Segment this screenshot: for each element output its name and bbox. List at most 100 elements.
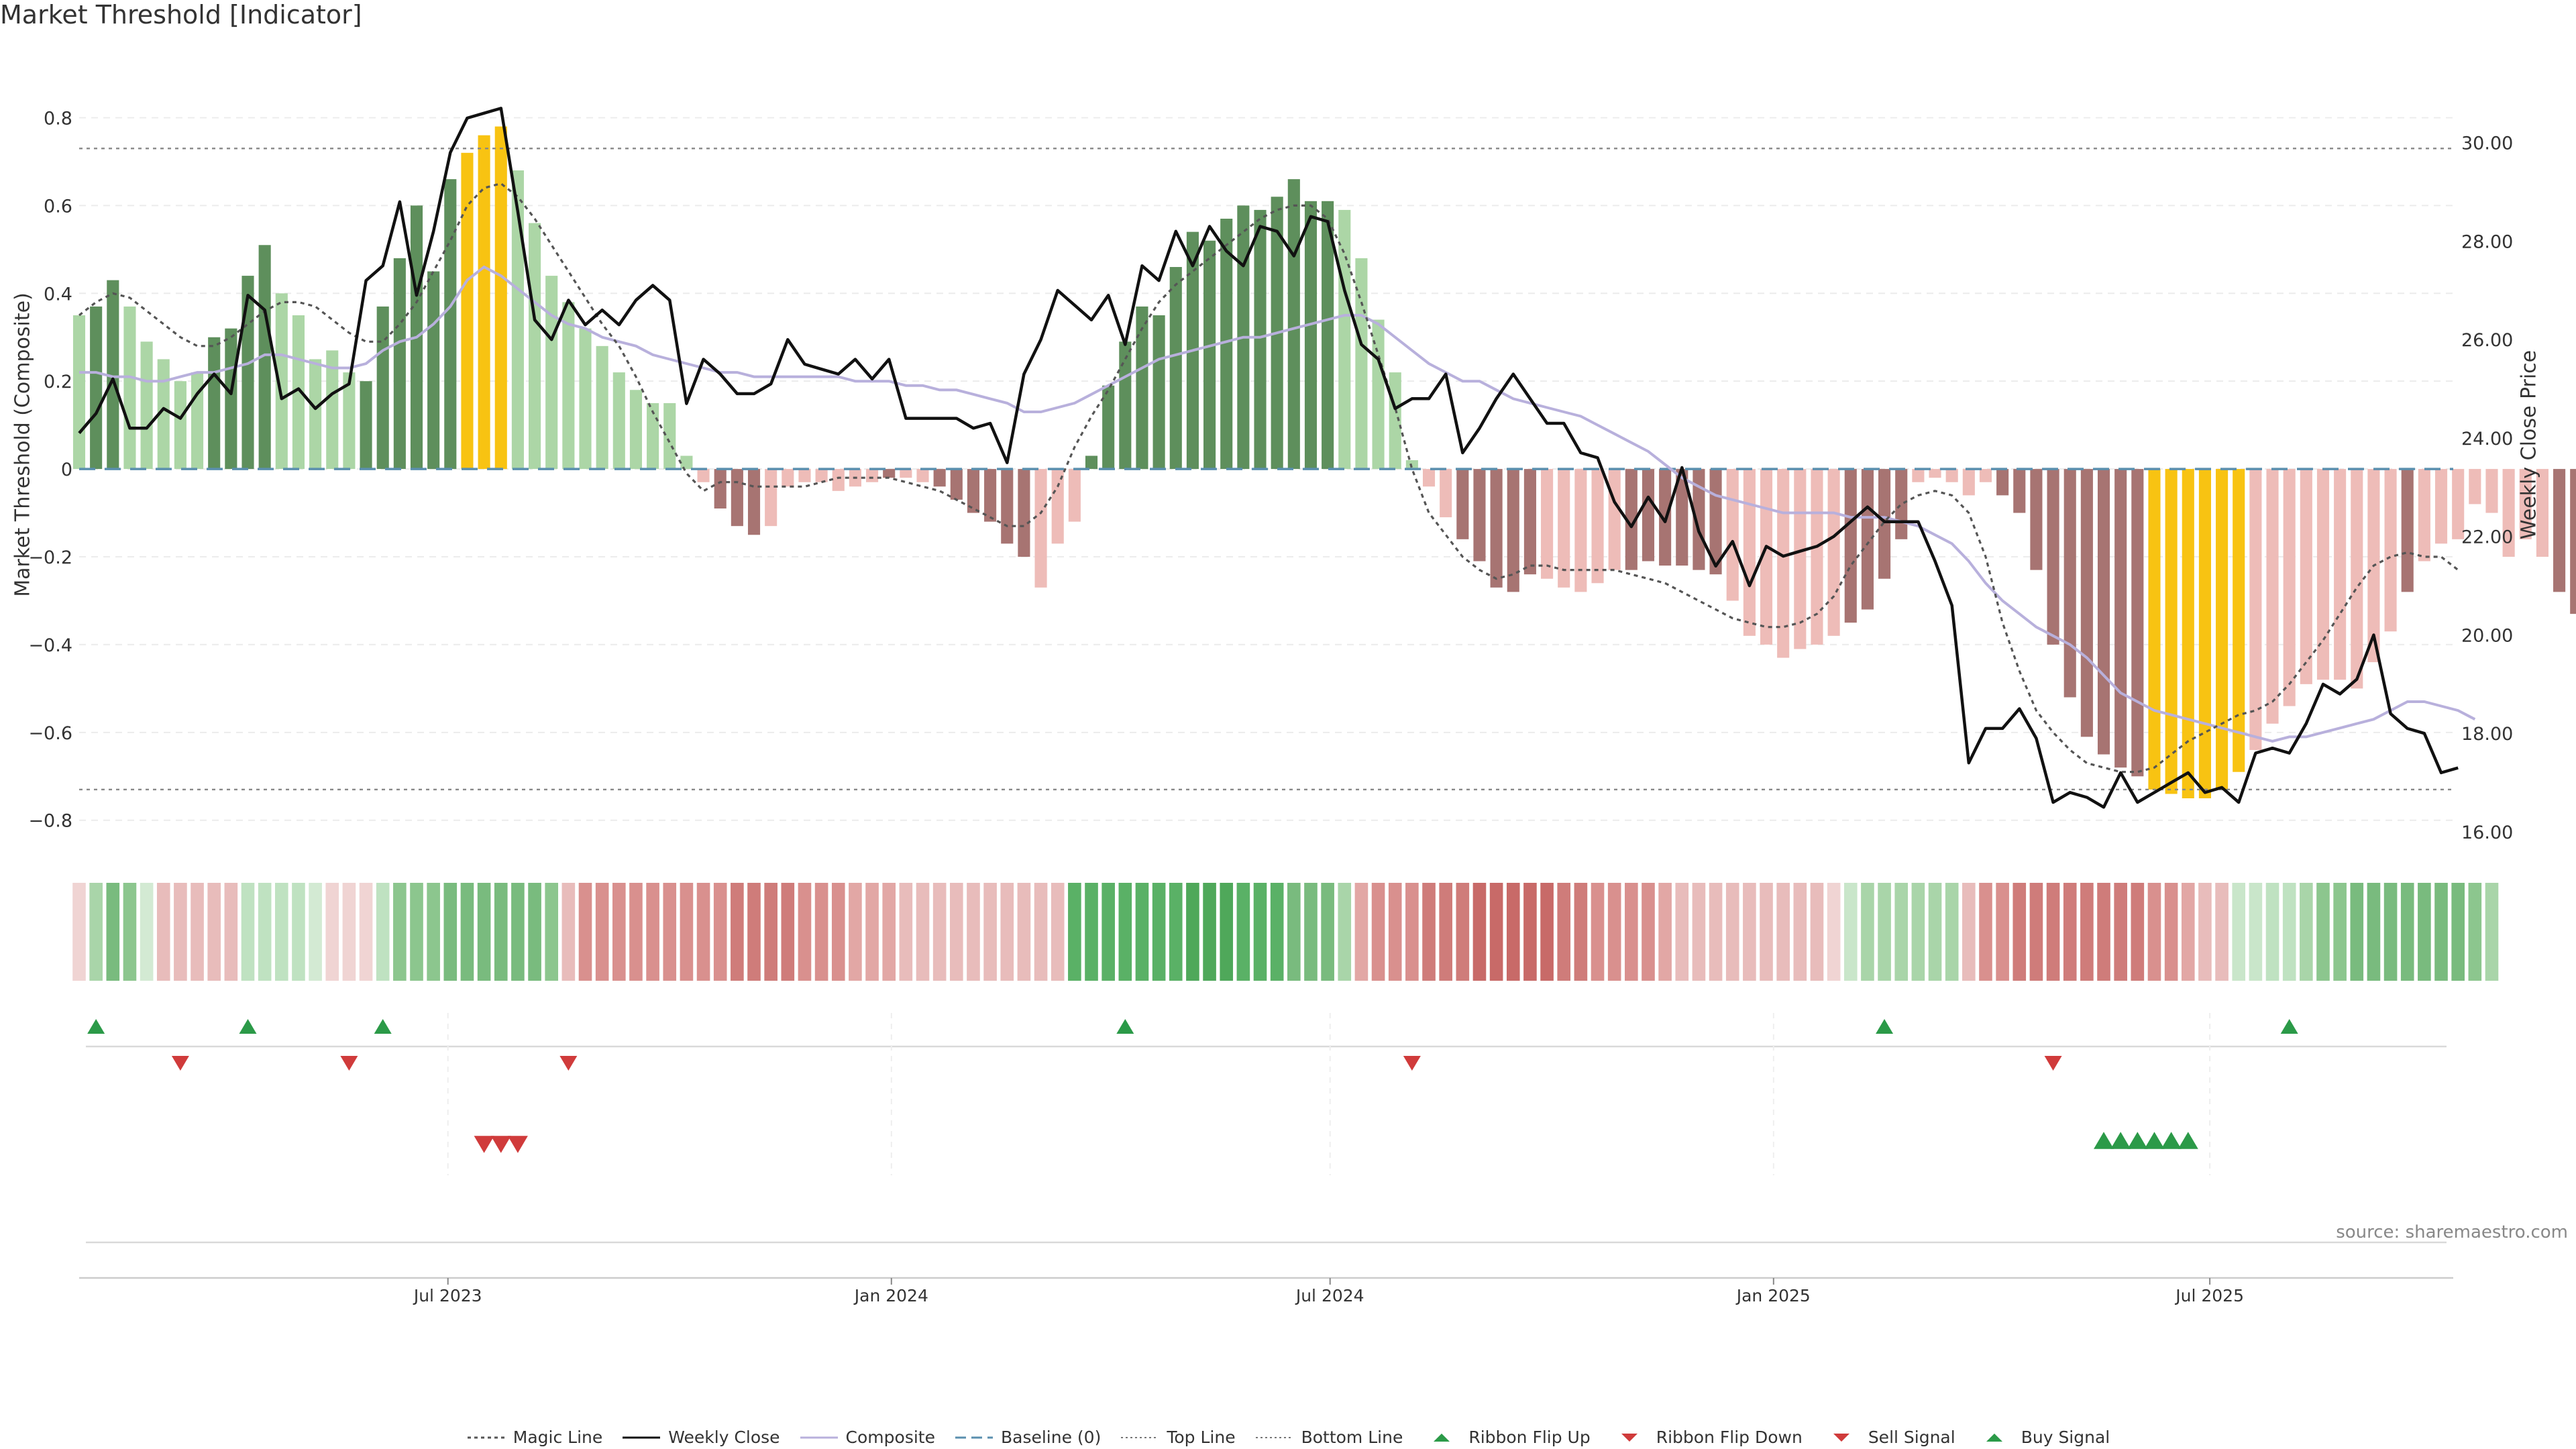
ribbon-cell <box>1118 883 1132 981</box>
composite-bar <box>529 223 541 470</box>
composite-bar <box>1642 469 1655 561</box>
legend-marker <box>1986 1433 2002 1442</box>
composite-bar <box>1085 455 1098 470</box>
legend-label: Magic Line <box>513 1428 603 1447</box>
y2-tick-label: 24.00 <box>2461 429 2513 449</box>
ribbon-cell <box>865 883 879 981</box>
ribbon-cell <box>1861 883 1874 981</box>
ribbon-cell <box>1523 883 1537 981</box>
composite-bar <box>2198 469 2211 798</box>
ribbon-cell <box>2046 883 2060 981</box>
axes-layer: 0.8 0.6 0.4 0.2 0 −0.2 −0.4 −0.6 −0.8 30.00 28.00 2… <box>28 108 2513 843</box>
ribbon-cell <box>1540 883 1554 981</box>
ribbon-cell <box>731 883 744 981</box>
buy-signal-marker <box>2110 1132 2131 1149</box>
y-axis-label-right: Weekly Close Price <box>2517 350 2541 540</box>
ribbon-cell <box>1135 883 1149 981</box>
composite-bar <box>2047 469 2059 645</box>
composite-bar <box>2266 469 2279 724</box>
ribbon-cell <box>89 883 103 981</box>
composite-bar <box>900 469 912 478</box>
composite-bar <box>90 306 103 470</box>
ribbon-cell <box>156 883 170 981</box>
ribbon-cell <box>309 883 322 981</box>
ribbon-cell <box>932 883 947 981</box>
legend-swatch <box>1621 1433 1638 1442</box>
ribbon-flip-up-marker <box>2280 1018 2298 1034</box>
legend-label: Top Line <box>1167 1428 1236 1447</box>
composite-bar <box>1523 469 1536 575</box>
y-tick-label: −0.2 <box>28 547 72 568</box>
composite-bar <box>1608 469 1621 570</box>
composite-bar <box>444 179 457 470</box>
composite-bar <box>697 469 710 482</box>
composite-bar <box>1541 469 1554 579</box>
composite-bar <box>1287 179 1300 470</box>
composite-bar <box>1777 469 1790 658</box>
ribbon-flip-down-marker <box>340 1055 358 1071</box>
buy-signal-marker <box>2178 1132 2198 1149</box>
ribbon-cell <box>123 883 137 981</box>
y2-tick-label: 26.00 <box>2461 330 2513 351</box>
composite-bar <box>1034 469 1047 588</box>
ribbon-cell <box>1000 883 1014 981</box>
ribbon-cell <box>460 883 474 981</box>
composite-bar <box>2469 469 2481 504</box>
ribbon-flip-down-marker <box>171 1055 189 1071</box>
composite-bar <box>2570 469 2576 614</box>
composite-bar <box>2434 469 2448 544</box>
ribbon-cell <box>292 883 305 981</box>
ribbon-cell <box>1642 883 1655 981</box>
ribbon-cell <box>1591 883 1605 981</box>
ribbon-cell <box>1017 883 1031 981</box>
ribbon-cell <box>2012 883 2027 981</box>
ribbon-cell <box>325 883 339 981</box>
composite-bar <box>1405 460 1418 470</box>
composite-bars <box>72 126 2576 798</box>
ribbon-cell <box>1152 883 1166 981</box>
composite-bar <box>1068 469 1081 522</box>
composite-bar <box>511 170 524 470</box>
ribbon-cell <box>1607 883 1621 981</box>
ribbon-cell <box>2434 883 2448 981</box>
ribbon-cell <box>1186 883 1199 981</box>
composite-bar <box>2165 469 2178 794</box>
ribbon-cell <box>528 883 541 981</box>
composite-bar <box>2351 469 2363 689</box>
ribbon-cell <box>1388 883 1402 981</box>
ribbon-cell <box>1743 883 1756 981</box>
ribbon-cell <box>2468 883 2482 981</box>
ribbon-cell <box>1979 883 1992 981</box>
ribbon-cell <box>1996 883 2009 981</box>
ribbon-cell <box>1051 883 1065 981</box>
ribbon-cell <box>646 883 659 981</box>
y2-tick-label: 20.00 <box>2461 625 2513 646</box>
ribbon-cell <box>72 883 86 981</box>
composite-bar <box>1422 469 1436 487</box>
ribbon-cell <box>2249 883 2263 981</box>
source-note: source: sharemaestro.com <box>2336 1222 2568 1242</box>
sell-signal-marker <box>474 1136 494 1153</box>
composite-bar <box>123 306 136 470</box>
ribbon-cell <box>1725 883 1739 981</box>
ribbon-cell <box>1658 883 1672 981</box>
ribbon-cell <box>1354 883 1368 981</box>
composite-bar <box>2114 469 2127 768</box>
composite-bar <box>1895 469 1908 539</box>
ribbon-cell <box>1692 883 1706 981</box>
x-tick-label: Jul 2025 <box>2174 1286 2244 1305</box>
legend-item-ribbon-flip-up: Ribbon Flip Up <box>1421 1428 1591 1447</box>
composite-bar <box>950 469 963 500</box>
ribbon-cell <box>2232 883 2246 981</box>
ribbon-cell <box>1878 883 1891 981</box>
ribbon-cell <box>410 883 423 981</box>
ribbon-cell <box>494 883 508 981</box>
ribbon-cell <box>443 883 458 981</box>
ribbon-cell <box>2418 883 2431 981</box>
ribbon-cell <box>140 883 154 981</box>
ribbon-cell <box>950 883 963 981</box>
composite-bar <box>1945 469 1958 482</box>
composite-bar <box>225 328 237 470</box>
legend-label: Ribbon Flip Up <box>1468 1428 1591 1447</box>
